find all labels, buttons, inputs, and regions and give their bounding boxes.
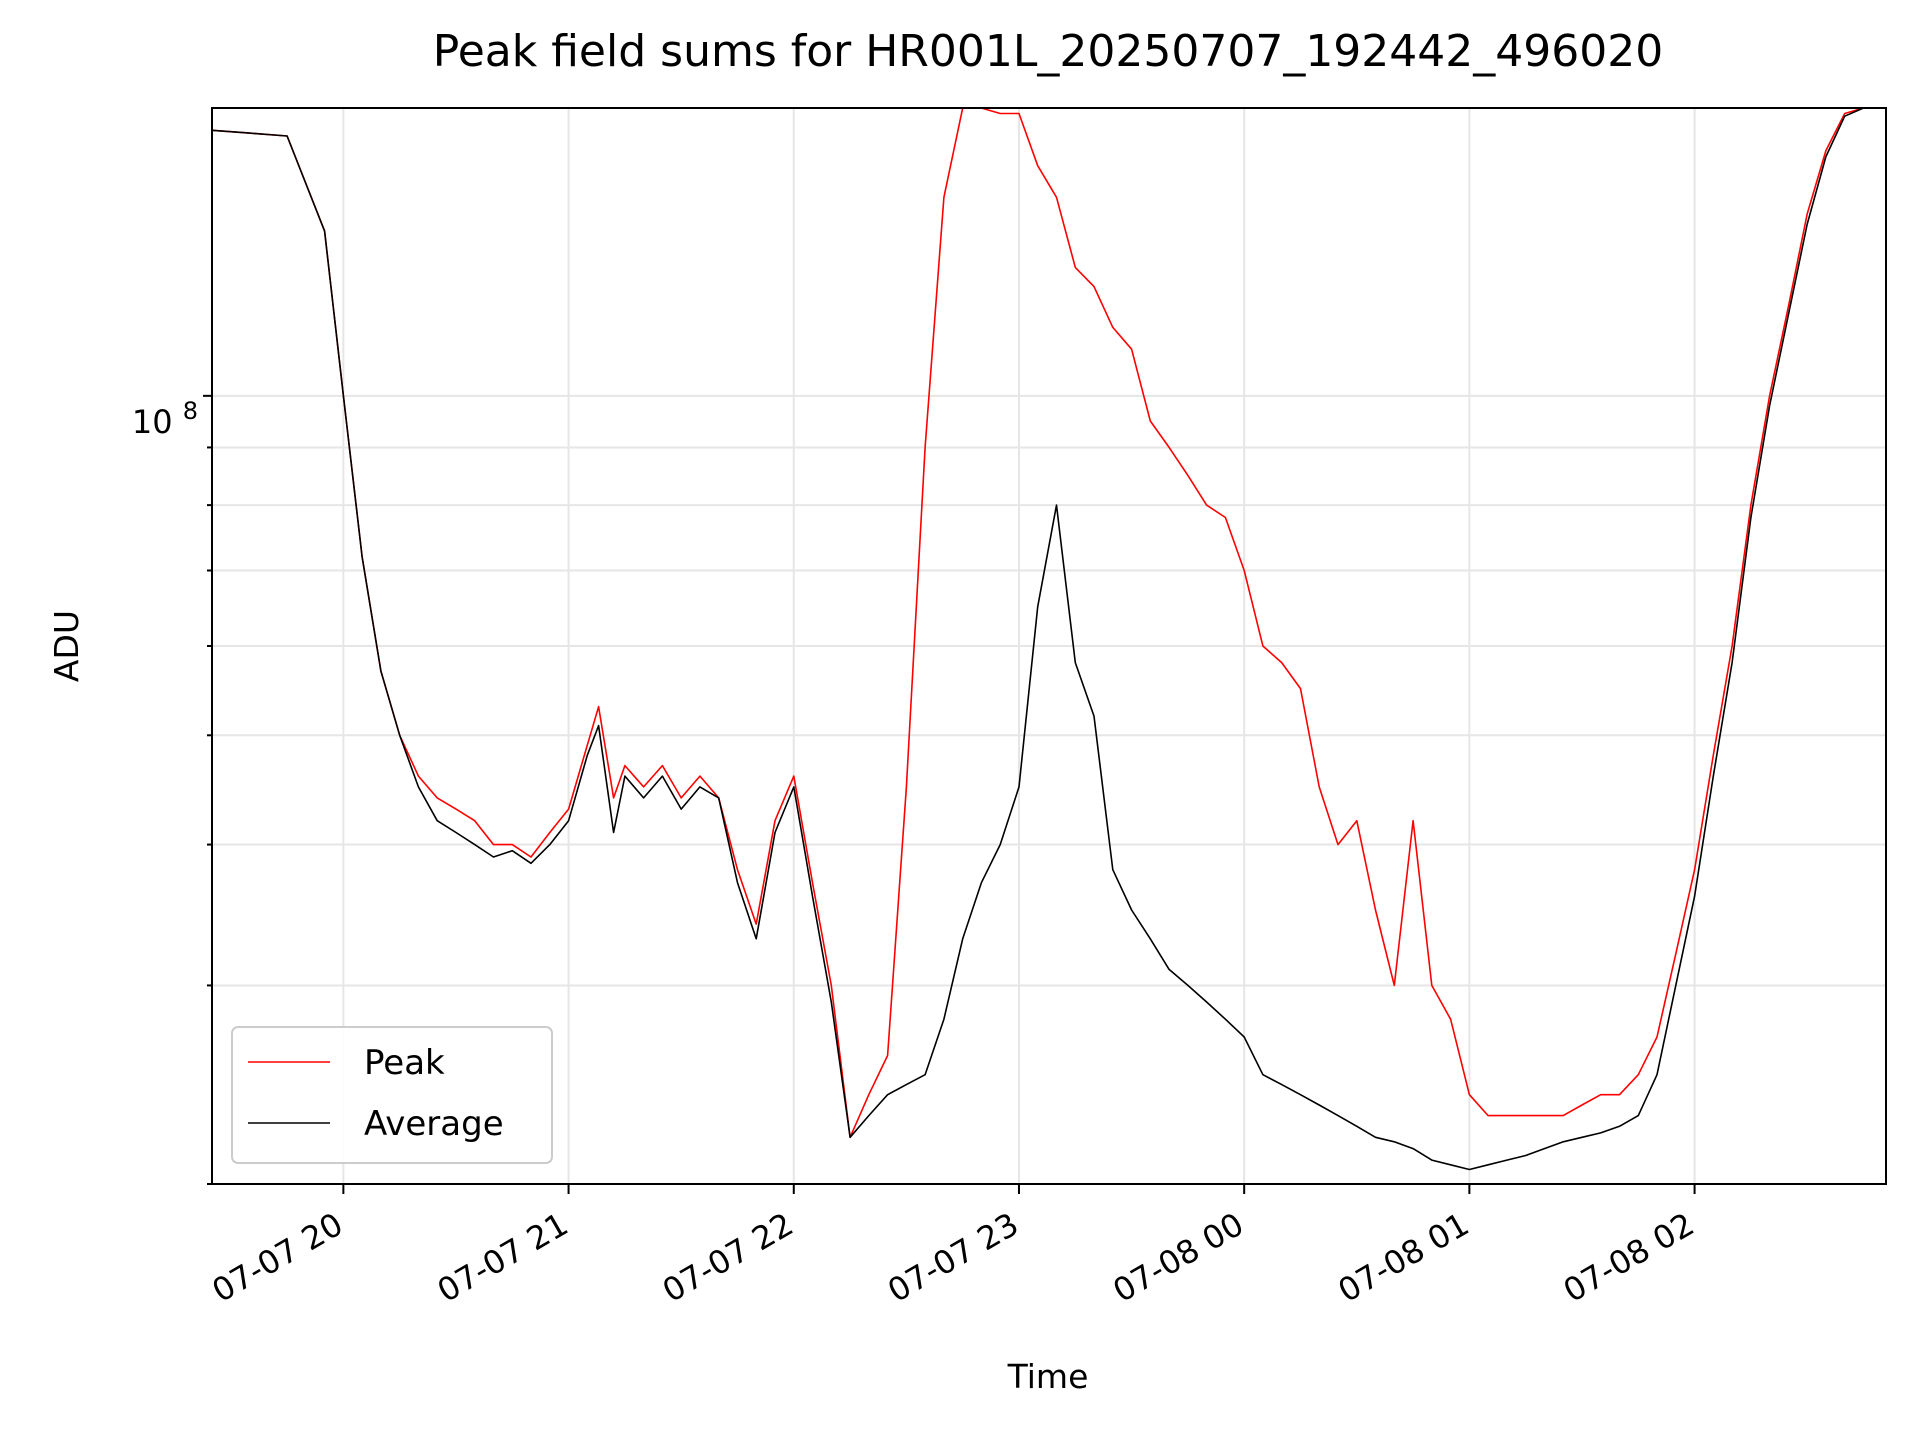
y-tick-label: 10 8 [132,397,198,441]
x-axis-label: Time [1007,1357,1089,1396]
y-tick-label-base: 10 [132,403,173,441]
legend-label-average: Average [364,1104,504,1144]
legend-box [231,1026,553,1164]
y-tick-label-exponent: 8 [183,397,198,425]
series-layer [211,107,1886,1171]
legend-label-peak: Peak [364,1043,445,1083]
series-line-peak [211,107,1886,1139]
chart-title: Peak field sums for HR001L_20250707_1924… [433,26,1664,77]
series-line-average [211,107,1886,1171]
legend: Peak Average [231,1026,553,1164]
y-axis-ticks: 10 8 [132,394,212,1185]
plot-area [211,107,1887,1185]
grid-lines [212,108,1886,1185]
y-axis-label: ADU [47,610,86,682]
